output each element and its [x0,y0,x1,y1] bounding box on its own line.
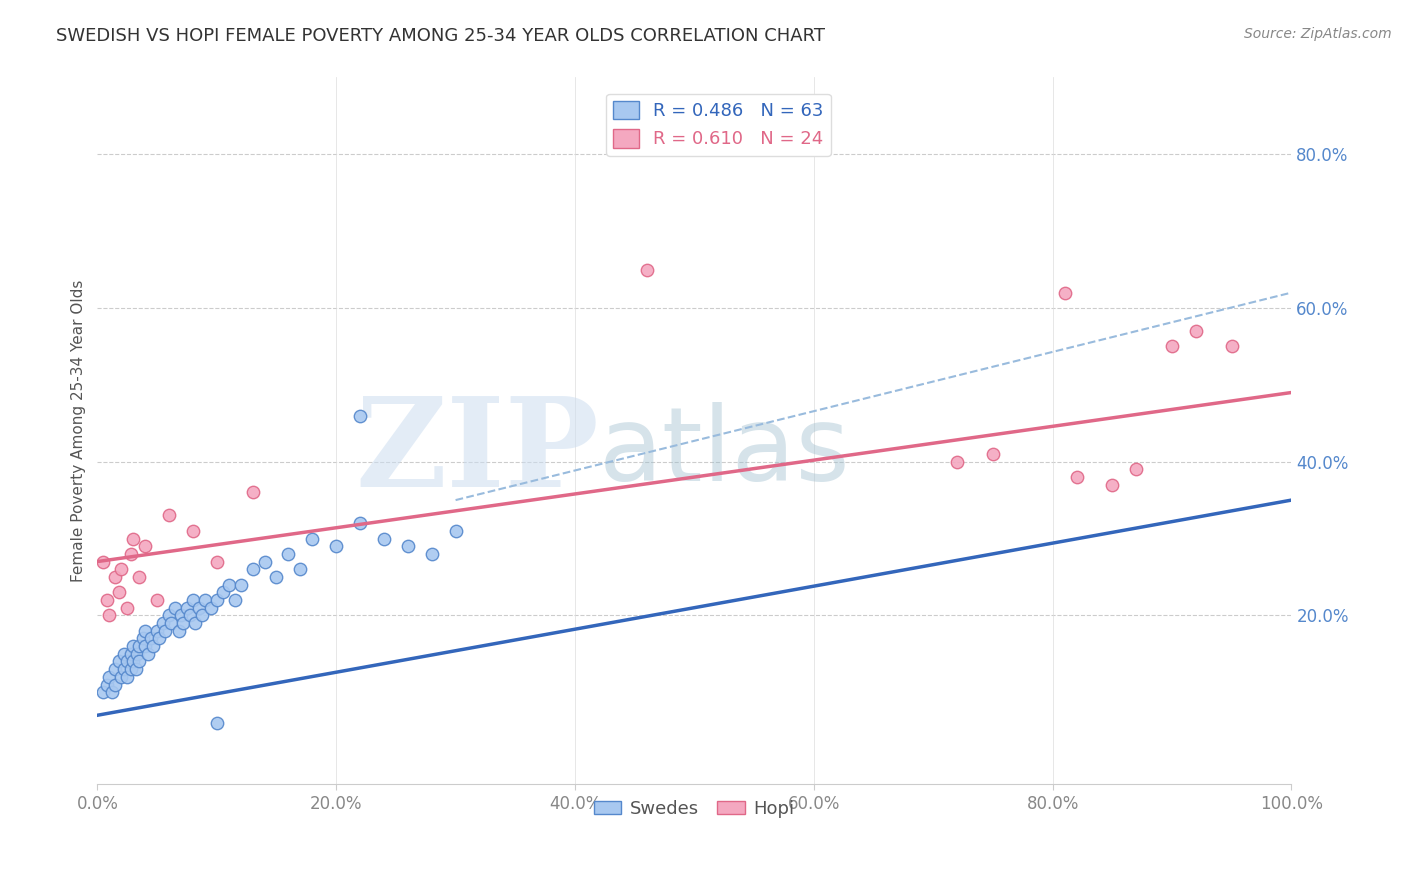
Point [1161,339,1184,353]
Point [636,262,658,277]
Point [134,539,156,553]
Point [122,532,145,546]
Point [1101,477,1123,491]
Point [112,647,135,661]
Point [115,655,138,669]
Point [142,639,165,653]
Text: Source: ZipAtlas.com: Source: ZipAtlas.com [1244,27,1392,41]
Point [1053,285,1076,300]
Point [98,670,121,684]
Point [100,685,122,699]
Point [211,585,233,599]
Point [104,662,127,676]
Point [191,608,214,623]
Point [128,570,150,584]
Point [218,577,240,591]
Point [277,547,299,561]
Point [396,539,419,553]
Point [253,555,276,569]
Point [301,532,323,546]
Point [242,562,264,576]
Point [128,639,150,653]
Point [104,677,127,691]
Point [349,409,371,423]
Point [120,647,142,661]
Point [200,600,222,615]
Text: SWEDISH VS HOPI FEMALE POVERTY AMONG 25-34 YEAR OLDS CORRELATION CHART: SWEDISH VS HOPI FEMALE POVERTY AMONG 25-… [56,27,825,45]
Point [157,608,180,623]
Point [1066,470,1088,484]
Y-axis label: Female Poverty Among 25-34 Year Olds: Female Poverty Among 25-34 Year Olds [72,280,86,582]
Point [1185,324,1208,338]
Point [266,570,288,584]
Point [112,662,135,676]
Point [124,662,146,676]
Point [91,555,114,569]
Point [146,624,169,638]
Point [242,485,264,500]
Point [179,608,201,623]
Point [152,615,174,630]
Point [134,624,156,638]
Point [229,577,252,591]
Point [290,562,312,576]
Point [108,655,131,669]
Point [91,685,114,699]
Point [122,639,145,653]
Point [136,647,159,661]
Point [96,593,118,607]
Point [1125,462,1147,476]
Point [108,585,131,599]
Point [349,516,371,530]
Point [139,632,162,646]
Point [157,508,180,523]
Point [946,455,969,469]
Point [110,562,132,576]
Point [155,624,177,638]
Point [420,547,443,561]
Point [160,615,183,630]
Point [115,600,138,615]
Legend: Swedes, Hopi: Swedes, Hopi [586,792,801,825]
Point [176,600,198,615]
Point [205,715,228,730]
Point [120,547,142,561]
Point [98,608,121,623]
Point [325,539,347,553]
Point [104,570,127,584]
Point [205,593,228,607]
Point [205,555,228,569]
Point [187,600,209,615]
Point [128,655,150,669]
Point [120,662,142,676]
Point [148,632,170,646]
Text: ZIP: ZIP [356,392,599,513]
Point [194,593,217,607]
Point [170,608,193,623]
Point [1220,339,1243,353]
Point [167,624,190,638]
Point [181,593,204,607]
Text: atlas: atlas [599,401,851,503]
Point [172,615,194,630]
Point [146,593,169,607]
Point [373,532,395,546]
Point [163,600,186,615]
Point [444,524,467,538]
Point [224,593,246,607]
Point [115,670,138,684]
Point [132,632,155,646]
Point [110,670,132,684]
Point [125,647,148,661]
Point [96,677,118,691]
Point [184,615,207,630]
Point [134,639,156,653]
Point [981,447,1004,461]
Point [181,524,204,538]
Point [122,655,145,669]
